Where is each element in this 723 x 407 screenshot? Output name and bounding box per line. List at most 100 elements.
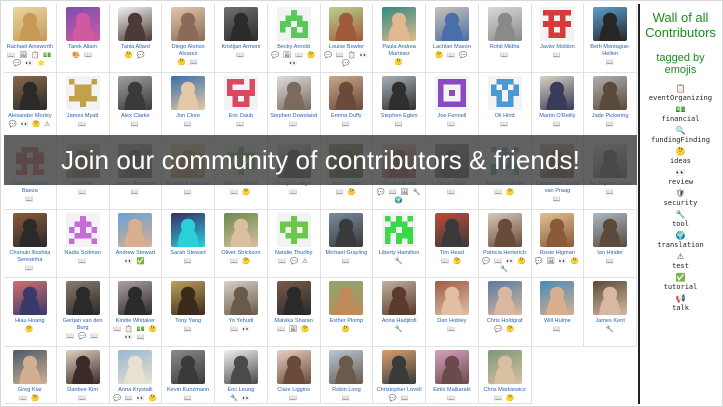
contributor-name[interactable]: Anna Hadjitofi <box>381 318 417 325</box>
avatar[interactable] <box>487 212 522 247</box>
contributor-name[interactable]: James Kent <box>595 318 625 325</box>
contributor-name[interactable]: Sarah Stewart <box>170 249 206 256</box>
avatar[interactable] <box>65 212 100 247</box>
contributor-card[interactable]: Tony Yang 📖 <box>162 278 215 347</box>
contributor-name[interactable]: Jon Clore <box>176 112 201 119</box>
contributor-card[interactable]: James Kent 🔧 <box>584 278 637 347</box>
contributor-name[interactable]: Beth Montague-Hellen <box>590 44 631 57</box>
avatar[interactable] <box>276 212 311 247</box>
avatar[interactable] <box>329 75 364 110</box>
contributor-name[interactable]: Oliver Strickson <box>221 249 261 256</box>
contributor-name[interactable]: Alexander Morley <box>8 112 52 119</box>
contributor-card[interactable]: Clare Liggins 📖 <box>267 346 321 404</box>
contributor-card[interactable]: Rachael Ainsworth 📖 🖼 📋 💵 💬 👀 ⭐ <box>4 4 57 73</box>
contributor-name[interactable]: Robin Long <box>332 386 361 393</box>
contributor-name[interactable]: Eric Leung <box>227 386 255 393</box>
contributor-card[interactable]: Chris Markiewicz 📖 🤔 <box>478 346 532 404</box>
contributor-name[interactable]: Nadia Soliman <box>64 249 101 256</box>
contributor-name[interactable]: Natalie Thurlby <box>274 249 313 256</box>
contributor-card[interactable]: Chris Holdgraf 💬 🤔 <box>478 278 532 347</box>
avatar[interactable] <box>382 212 417 247</box>
contributor-card[interactable]: Jon Clore 📖 <box>162 72 215 142</box>
avatar[interactable] <box>171 281 206 316</box>
contributor-card[interactable]: Hiau Hoang 🤔 <box>4 278 57 347</box>
contributor-card[interactable]: Stephen Eglen 📖 <box>373 72 426 142</box>
avatar[interactable] <box>276 75 311 110</box>
avatar[interactable] <box>487 75 522 110</box>
contributor-card[interactable]: Stephen Dowsland 📖 <box>267 72 321 142</box>
contributor-name[interactable]: Christopher Lovell <box>376 386 422 393</box>
contributor-card[interactable]: Danbee Kim 📖 <box>56 346 110 404</box>
avatar[interactable] <box>12 212 47 247</box>
contributor-name[interactable]: Esther Plomp <box>329 318 364 325</box>
avatar[interactable] <box>223 281 258 316</box>
contributor-name[interactable]: Andrew Stewart <box>115 249 156 256</box>
contributor-name[interactable]: Tarek Allam <box>68 44 98 50</box>
contributor-name[interactable]: Malvika Sharan <box>274 318 313 325</box>
avatar[interactable] <box>487 7 522 41</box>
contributor-name[interactable]: Tony Yang <box>175 318 202 325</box>
avatar[interactable] <box>12 75 47 110</box>
avatar[interactable] <box>118 75 153 110</box>
avatar[interactable] <box>593 281 628 316</box>
avatar[interactable] <box>65 349 100 384</box>
contributor-card[interactable]: Diego Alonso Alvarez 🤔 📖 <box>162 4 215 73</box>
contributor-name[interactable]: Louise Bowler <box>328 44 364 50</box>
avatar[interactable] <box>12 7 47 41</box>
contributor-card[interactable]: Martin O'Reilly 📖 <box>531 72 585 142</box>
contributor-name[interactable]: Stephen Dowsland <box>270 112 318 119</box>
contributor-card[interactable]: Louise Bowler 💬 📖 📋 👀 💬 <box>320 4 374 73</box>
avatar[interactable] <box>65 281 100 316</box>
contributor-name[interactable]: Eirini Malliaraki <box>433 386 471 393</box>
avatar[interactable] <box>223 75 258 110</box>
contributor-card[interactable]: Esther Plomp 🤔 <box>320 278 374 347</box>
contributor-card[interactable]: Eric Daub 📖 <box>215 72 268 142</box>
avatar[interactable] <box>276 281 311 316</box>
avatar[interactable] <box>171 212 206 247</box>
avatar[interactable] <box>118 7 153 41</box>
contributor-card[interactable]: Michael Grayling 📖 <box>320 209 374 279</box>
contributor-card[interactable]: Emma Duffy 📖 <box>320 72 374 142</box>
contributor-name[interactable]: Rohit Midha <box>489 44 520 50</box>
contributor-name[interactable]: Martin O'Reilly <box>539 112 576 119</box>
contributor-card[interactable]: Ian Hinder 📖 <box>584 209 637 279</box>
contributor-card[interactable]: Chanuki Illushka Seresinha 📖 <box>4 209 57 279</box>
avatar[interactable] <box>329 7 364 41</box>
contributor-card[interactable]: Kirstie Whitaker 📖 📋 💵 🤔 👀 📖 <box>109 278 163 347</box>
contributor-card[interactable]: Andrew Stewart 👀 ✅ <box>109 209 163 279</box>
contributor-card[interactable]: Tania Allard 🤔 💬 <box>109 4 163 73</box>
avatar[interactable] <box>329 349 364 384</box>
avatar[interactable] <box>118 281 153 316</box>
contributor-card[interactable]: Lachlan Mason 🤔 📖 💬 <box>426 4 479 73</box>
contributor-card[interactable]: Anna Krystalli 💬 📖 👀 🤔 <box>109 346 163 404</box>
avatar[interactable] <box>118 212 153 247</box>
avatar[interactable] <box>171 75 206 110</box>
contributor-card[interactable]: Becky Arnold 💬 🖼 📖 🤔 👀 <box>267 4 321 73</box>
avatar[interactable] <box>276 7 311 41</box>
contributor-card[interactable]: Oli Hind 📖 <box>478 72 532 142</box>
avatar[interactable] <box>540 281 575 316</box>
contributor-name[interactable]: Tania Allard <box>120 44 150 50</box>
contributor-name[interactable]: Kirstie Whitaker <box>115 318 155 325</box>
avatar[interactable] <box>434 281 469 316</box>
contributor-card[interactable]: Beth Montague-Hellen 📖 <box>584 4 637 73</box>
contributor-name[interactable]: Rosie Higman <box>539 249 575 256</box>
contributor-card[interactable]: Oliver Strickson 📖 🤔 <box>215 209 268 279</box>
contributor-name[interactable]: Emma Duffy <box>331 112 362 119</box>
avatar[interactable] <box>12 281 47 316</box>
contributor-card[interactable]: Alex Clarke 📖 <box>109 72 163 142</box>
contributor-name[interactable]: Hiau Hoang <box>15 318 45 325</box>
contributor-name[interactable]: Clare Liggins <box>277 386 310 393</box>
avatar[interactable] <box>382 7 417 41</box>
contributor-card[interactable]: Robin Long 📖 <box>320 346 374 404</box>
contributor-name[interactable]: Paula Andrea Martinez <box>382 44 416 57</box>
contributor-card[interactable]: Rohit Midha 📖 <box>478 4 532 73</box>
avatar[interactable] <box>276 349 311 384</box>
contributor-name[interactable]: Alex Clarke <box>121 112 150 119</box>
avatar[interactable] <box>65 75 100 110</box>
contributor-card[interactable]: Joe Fennell 📖 <box>426 72 479 142</box>
avatar[interactable] <box>487 349 522 384</box>
contributor-name[interactable]: Eric Daub <box>228 112 254 119</box>
contributor-name[interactable]: Liberty Hamilton <box>378 249 420 256</box>
contributor-card[interactable]: Gertjan van den Burg 📖 💬 📖 <box>56 278 110 347</box>
